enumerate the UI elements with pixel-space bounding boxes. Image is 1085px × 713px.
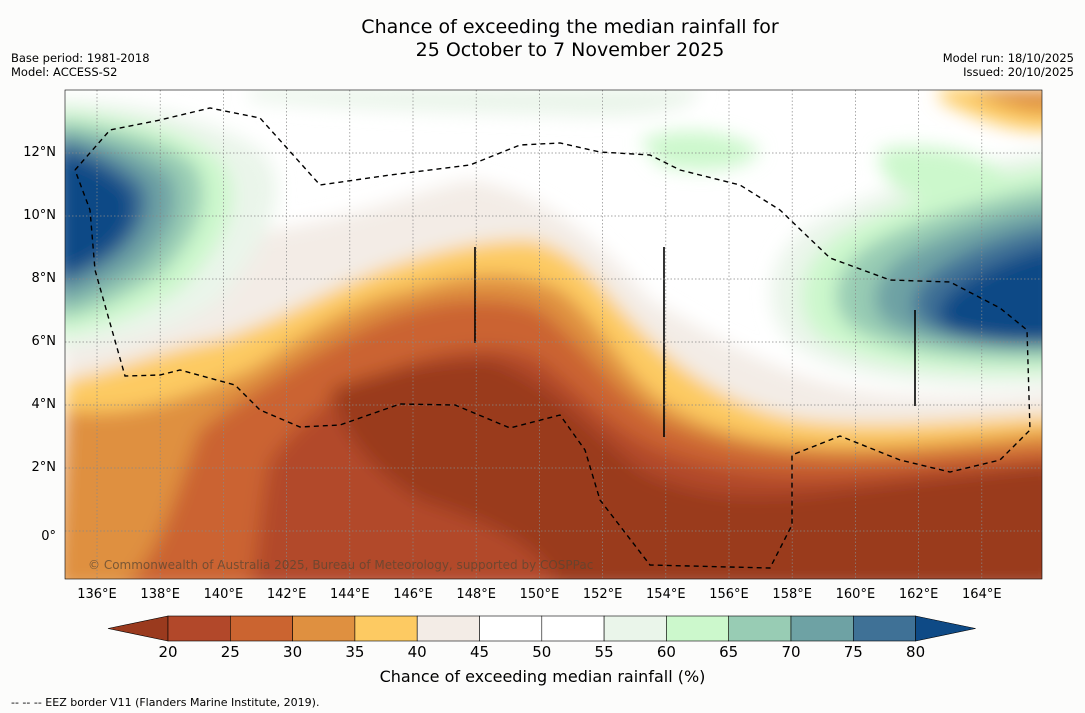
x-tick-label: 150°E [519,587,560,602]
colorbar-swatch [230,615,293,642]
colorbar-title: Chance of exceeding median rainfall (%) [379,667,706,686]
colorbar-swatch [167,615,231,642]
rainfall-field [65,90,1042,579]
x-tick-label: 148°E [456,587,496,602]
x-tick-label: 146°E [393,587,433,602]
colorbar-tick-label: 75 [843,643,863,661]
model-run-text: Model run: 18/10/2025 [942,51,1074,65]
colorbar-tick-label: 60 [656,643,676,661]
x-tick-label: 140°E [203,587,244,602]
colorbar-swatch [416,615,480,642]
x-tick-label: 154°E [646,587,686,602]
colorbar-tick-label: 50 [532,643,552,661]
colorbar-extend-high [915,615,976,642]
x-tick-label: 162°E [898,587,939,602]
y-tick-label: 12°N [23,145,56,160]
y-tick-label: 10°N [23,208,56,223]
colorbar-tick-label: 80 [906,643,926,661]
colorbar [107,615,976,642]
colorbar-tick-label: 35 [345,643,365,661]
y-tick-label: 8°N [31,271,57,286]
copyright-text: © Commonwealth of Australia 2025, Bureau… [88,558,594,572]
y-tick-label: 0° [41,529,56,544]
x-tick-label: 158°E [772,587,812,602]
x-tick-label: 156°E [709,587,749,602]
meta-right: Model run: 18/10/2025 Issued: 20/10/2025 [943,51,1074,79]
y-tick-label: 2°N [31,460,57,475]
colorbar-swatch [790,615,854,642]
x-tick-label: 138°E [140,587,180,602]
x-tick-label: 136°E [77,587,117,602]
colorbar-swatch [603,615,667,642]
colorbar-tick-label: 25 [220,643,240,661]
x-tick-label: 160°E [835,587,876,602]
colorbar-tick-label: 20 [158,643,178,661]
colorbar-swatch [728,615,792,642]
map-title-line2: 25 October to 7 November 2025 [415,39,725,61]
y-tick-label: 6°N [31,334,57,349]
colorbar-swatch [541,615,605,642]
colorbar-swatch [852,615,916,642]
eez-border-line [74,107,1031,569]
colorbar-tick-label: 45 [469,643,490,661]
colorbar-swatch [354,615,418,642]
y-tick-label: 4°N [31,397,57,412]
colorbar-tick-label: 40 [407,643,427,661]
x-tick-label: 152°E [582,587,623,602]
eez-footnote: -- -- -- EEZ border V11 (Flanders Marine… [11,696,320,709]
graticule [65,90,1042,579]
x-tick-label: 164°E [962,587,1002,602]
colorbar-tick-label: 70 [781,643,801,661]
colorbar-extend-low [107,615,169,642]
model-text: Model: ACCESS-S2 [11,65,118,79]
map-title-line1: Chance of exceeding the median rainfall … [361,16,779,38]
x-tick-label: 144°E [330,587,370,602]
colorbar-tick-label: 30 [283,643,303,661]
meta-left: Base period: 1981-2018 Model: ACCESS-S2 [11,51,150,79]
rainfall-contours [65,90,1042,579]
colorbar-swatch [666,615,730,642]
colorbar-tick-label: 55 [594,643,614,661]
colorbar-swatch [292,615,356,642]
issued-text: Issued: 20/10/2025 [963,65,1074,79]
colorbar-tick-label: 65 [719,643,739,661]
base-period-text: Base period: 1981-2018 [11,51,150,65]
x-tick-label: 142°E [266,587,307,602]
map-frame [64,89,1043,580]
colorbar-swatch [479,615,543,642]
